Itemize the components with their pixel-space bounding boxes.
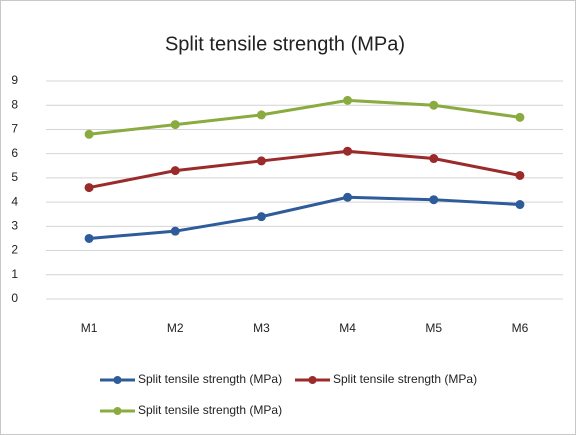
x-tick-label: M6 xyxy=(512,321,529,335)
point xyxy=(84,129,94,139)
point xyxy=(256,156,266,166)
point xyxy=(256,212,266,222)
point xyxy=(256,110,266,120)
point xyxy=(429,154,439,164)
y-tick-label: 1 xyxy=(11,267,18,281)
x-tick-label: M2 xyxy=(167,321,184,335)
y-tick-label: 6 xyxy=(11,146,18,160)
legend-label: Split tensile strength (MPa) xyxy=(333,372,477,386)
point xyxy=(170,166,180,176)
y-tick-label: 2 xyxy=(11,243,18,257)
y-tick-label: 9 xyxy=(11,73,18,87)
legend-marker xyxy=(113,407,122,415)
legend-marker xyxy=(113,376,122,384)
legend-label: Split tensile strength (MPa) xyxy=(138,372,282,386)
point xyxy=(343,95,353,105)
point xyxy=(84,233,94,243)
series-line xyxy=(88,195,521,240)
y-tick-label: 8 xyxy=(11,97,18,111)
point xyxy=(429,100,439,110)
y-tick-label: 7 xyxy=(11,122,18,136)
legend-marker xyxy=(308,376,317,384)
point xyxy=(429,195,439,205)
point xyxy=(343,192,353,202)
y-tick-label: 0 xyxy=(11,291,18,305)
y-tick-label: 5 xyxy=(11,170,18,184)
point xyxy=(515,170,525,180)
x-tick-label: M4 xyxy=(339,321,356,335)
point xyxy=(170,226,180,236)
x-tick-label: M3 xyxy=(253,321,270,335)
y-tick-label: 3 xyxy=(11,219,18,233)
y-tick-label: 4 xyxy=(11,194,18,208)
series-line xyxy=(88,98,521,136)
series-line xyxy=(88,149,521,190)
legend-label: Split tensile strength (MPa) xyxy=(138,403,282,417)
chart-title: Split tensile strength (MPa) xyxy=(165,33,405,55)
point xyxy=(343,146,353,156)
x-tick-label: M1 xyxy=(81,321,98,335)
point xyxy=(170,120,180,130)
x-tick-label: M5 xyxy=(425,321,442,335)
point xyxy=(515,112,525,122)
point xyxy=(515,200,525,210)
point xyxy=(84,183,94,193)
